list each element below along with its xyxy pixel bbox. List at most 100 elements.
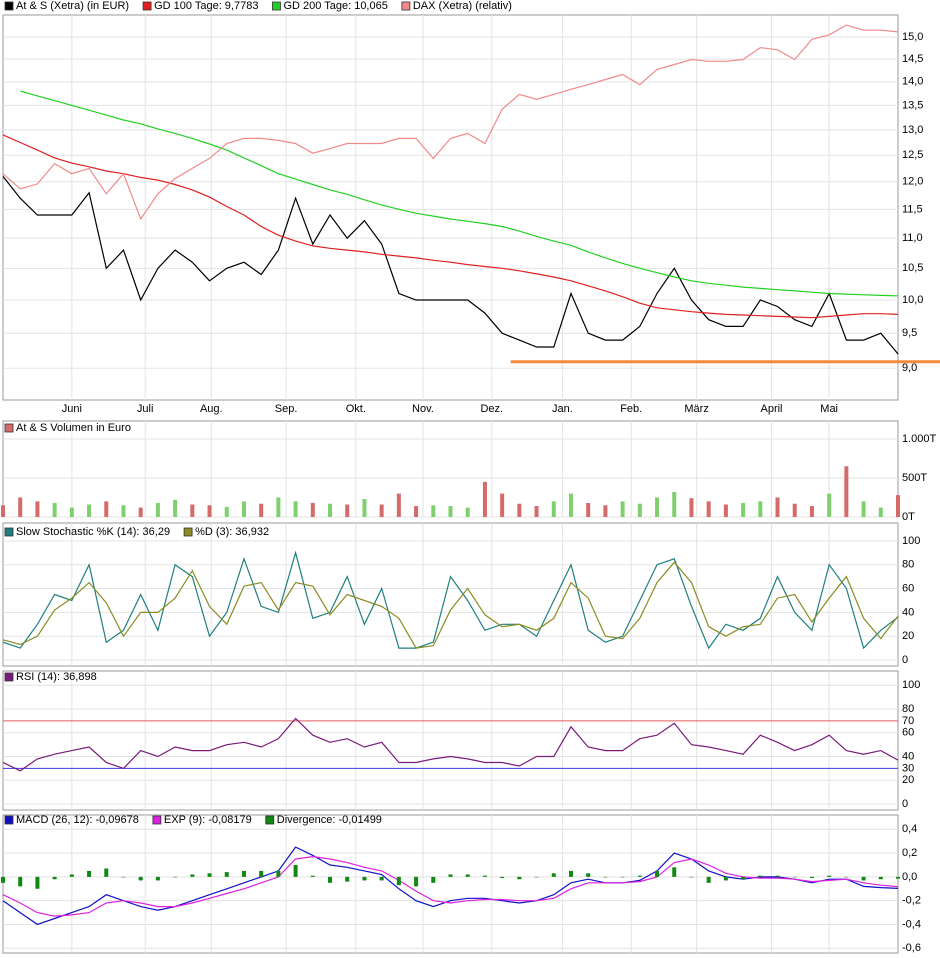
bar xyxy=(482,481,487,517)
y-tick-label: 100 xyxy=(902,535,920,547)
bar xyxy=(431,505,436,517)
x-tick-label: Mai xyxy=(820,403,838,415)
bar xyxy=(723,876,728,881)
bar xyxy=(878,876,883,880)
y-tick-label: 9,0 xyxy=(902,362,917,374)
bar xyxy=(706,501,711,517)
legend-swatch xyxy=(4,815,14,825)
series-line xyxy=(2,176,899,355)
bar xyxy=(379,504,384,517)
legend-swatch xyxy=(4,423,14,433)
x-tick-label: Juni xyxy=(62,403,82,415)
bar xyxy=(827,875,832,877)
y-tick-label: 13,5 xyxy=(902,99,923,111)
bar xyxy=(138,507,143,517)
bar xyxy=(328,876,333,883)
bar xyxy=(293,864,298,877)
legend-label: GD 200 Tage: 10,065 xyxy=(283,0,387,12)
bar xyxy=(844,466,849,517)
bar xyxy=(603,505,608,517)
bar xyxy=(465,507,470,517)
x-tick-label: Juli xyxy=(137,403,154,415)
bar xyxy=(534,876,539,878)
y-tick-label: 500T xyxy=(902,472,927,484)
bar xyxy=(121,876,126,878)
bar xyxy=(792,503,797,517)
bar xyxy=(1,876,5,883)
bar xyxy=(104,501,109,517)
bar xyxy=(276,497,281,517)
series-line xyxy=(2,550,899,650)
legend-label: %D (3): 36,932 xyxy=(195,526,269,538)
y-tick-label: 40 xyxy=(902,606,914,618)
legend-label: EXP (9): -0,08179 xyxy=(164,814,252,826)
bar xyxy=(637,875,642,877)
bar xyxy=(689,876,694,878)
bar xyxy=(517,503,522,517)
bar xyxy=(672,492,677,517)
panel-box xyxy=(2,670,899,811)
bar xyxy=(517,876,522,880)
bar xyxy=(207,505,212,517)
bar xyxy=(121,505,126,517)
y-tick-label: 100 xyxy=(902,679,920,691)
bar xyxy=(414,506,419,517)
bar xyxy=(861,876,866,881)
y-tick-label: -0,4 xyxy=(902,918,921,930)
bar xyxy=(586,502,591,517)
bar xyxy=(844,876,849,878)
bar xyxy=(723,504,728,517)
y-tick-label: -0,6 xyxy=(902,942,921,954)
bar xyxy=(689,498,694,517)
panel-box xyxy=(2,814,899,954)
bar xyxy=(190,874,195,877)
bar xyxy=(310,502,315,517)
bar xyxy=(138,876,143,881)
bar xyxy=(259,870,264,877)
y-tick-label: 12,0 xyxy=(902,176,923,188)
legend-label: Slow Stochastic %K (14): 36,29 xyxy=(16,526,170,538)
legend-swatch xyxy=(4,527,14,537)
series-line xyxy=(2,134,899,319)
y-tick-label: 12,5 xyxy=(902,149,923,161)
x-tick-label: April xyxy=(760,403,782,415)
y-tick-label: 13,0 xyxy=(902,124,923,136)
bar xyxy=(18,497,23,517)
bar xyxy=(310,875,315,877)
bar xyxy=(672,867,677,877)
bar xyxy=(861,501,866,517)
y-tick-label: 0,4 xyxy=(902,823,917,835)
panel-box xyxy=(2,14,899,401)
bar xyxy=(52,876,57,880)
bar xyxy=(35,876,40,889)
series-line xyxy=(2,855,899,917)
y-tick-label: 0T xyxy=(902,511,915,523)
bar xyxy=(18,876,23,887)
x-tick-label: Dez. xyxy=(480,403,503,415)
bar xyxy=(551,873,556,877)
bar xyxy=(224,872,229,877)
legend-swatch xyxy=(272,1,281,11)
x-tick-label: Okt. xyxy=(346,403,366,415)
panel-box xyxy=(2,420,899,518)
bar xyxy=(500,493,505,517)
legend-label: RSI (14): 36,898 xyxy=(16,671,97,683)
bar xyxy=(69,507,74,517)
bar xyxy=(173,499,178,517)
y-tick-label: 0,0 xyxy=(902,871,917,883)
y-tick-label: 60 xyxy=(902,582,914,594)
series-line xyxy=(2,561,899,649)
bar xyxy=(792,876,797,878)
x-tick-label: Sep. xyxy=(275,403,298,415)
series-line xyxy=(2,846,899,926)
bar xyxy=(224,506,229,517)
bar xyxy=(741,502,746,517)
bar xyxy=(328,503,333,517)
bar xyxy=(706,876,711,883)
bar xyxy=(534,506,539,517)
bar xyxy=(396,876,401,886)
y-tick-label: 10,0 xyxy=(902,294,923,306)
legend-swatch xyxy=(4,1,14,11)
bar xyxy=(741,876,746,880)
bar xyxy=(655,870,660,877)
